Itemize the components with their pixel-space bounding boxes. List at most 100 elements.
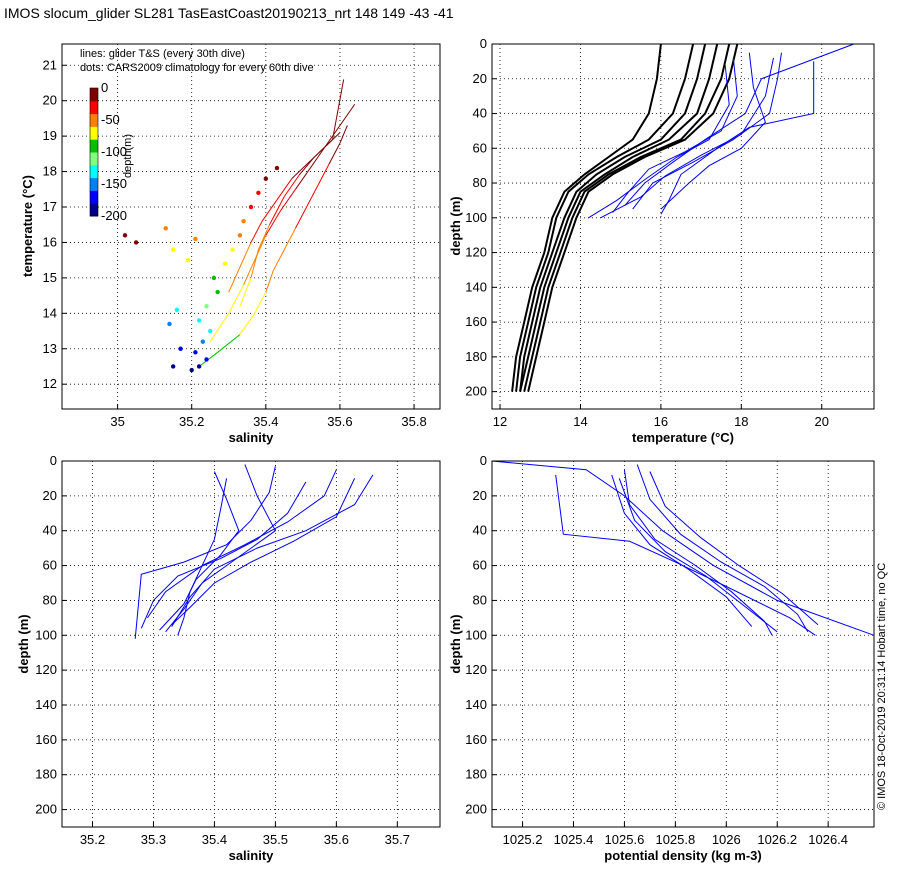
x-tick-label: 14 [573, 414, 587, 429]
dens-marks [491, 460, 875, 636]
ts-climatology-dot [193, 236, 198, 242]
ts-glider-segment [306, 185, 319, 208]
temp-xlabel: temperature (°C) [632, 430, 734, 445]
x-tick-label: 12 [493, 414, 507, 429]
dens-ylabel: depth (m) [448, 614, 463, 673]
y-tick-label: 200 [35, 802, 57, 817]
profile-line [171, 478, 356, 626]
x-tick-label: 35.5 [263, 832, 288, 847]
ts-climatology-dot [263, 176, 269, 181]
y-tick-label: 19 [43, 128, 57, 143]
y-tick-label: 180 [465, 349, 487, 364]
ts-glider-segment [261, 199, 278, 222]
ts-climatology-dot [274, 165, 280, 171]
ts-marks [122, 79, 356, 373]
y-tick-label: 15 [43, 270, 57, 285]
colorbar-segment [90, 203, 98, 217]
y-tick-label: 20 [43, 488, 57, 503]
ts-glider-segment [272, 249, 285, 272]
y-tick-label: 60 [43, 558, 57, 573]
x-tick-label: 35.8 [401, 414, 426, 429]
y-tick-label: 17 [43, 199, 57, 214]
y-tick-label: 120 [465, 662, 487, 677]
colorbar-segment [90, 177, 98, 191]
ts-climatology-dot [122, 233, 128, 238]
dens-grid [492, 460, 874, 827]
y-tick-label: 12 [43, 376, 57, 391]
x-tick-label: 1025.6 [605, 832, 645, 847]
colorbar-frame [89, 87, 99, 217]
profile-line [618, 478, 778, 633]
ts-climatology-dot [163, 226, 168, 231]
x-tick-label: 35.2 [80, 832, 105, 847]
ts-climatology-dot [196, 364, 202, 369]
colorbar-tick-label: -50 [101, 112, 120, 127]
profile-line [165, 464, 277, 633]
y-tick-label: 140 [35, 697, 57, 712]
profile-line [140, 481, 307, 629]
y-tick-label: 21 [43, 57, 57, 72]
x-tick-label: 16 [654, 414, 668, 429]
y-tick-label: 160 [465, 732, 487, 747]
x-tick-label: 1025.4 [554, 832, 594, 847]
ts-glider-segment [265, 270, 274, 293]
ts-glider-segment [283, 228, 296, 250]
x-tick-label: 35.6 [327, 414, 352, 429]
y-tick-label: 40 [43, 523, 57, 538]
profile-line [519, 43, 707, 392]
y-tick-label: 160 [35, 732, 57, 747]
ts-glider-segment [328, 142, 341, 165]
ts-glider-segment [254, 291, 267, 314]
ts-glider-segment [228, 267, 241, 293]
y-tick-label: 80 [473, 592, 487, 607]
sal-marks [134, 464, 374, 639]
y-tick-label: 40 [473, 523, 487, 538]
profile-line [519, 43, 719, 392]
colorbar-tick-label: -200 [101, 208, 127, 223]
ts-glider-segment [228, 284, 245, 314]
ts-glider-segment [250, 249, 259, 279]
ts-climatology-dot [237, 233, 243, 238]
ts-climatology-dot [178, 346, 183, 351]
sal-grid [62, 460, 440, 827]
ts-glider-segment [295, 206, 308, 229]
ts-diagram-panel: 35 35.2 35.4 35.6 35.8 12 13 14 15 16 17 18 19 20 21 s… [20, 43, 441, 445]
profile-line [611, 474, 753, 627]
salinity-depth-panel: 35.2 35.3 35.4 35.5 35.6 35.7 0 20 40 60 80 100 120 1… [16, 453, 441, 863]
ts-glider-segment [257, 224, 270, 250]
colorbar-label: depth(m) [122, 134, 134, 178]
profile-line [159, 471, 240, 631]
ts-glider-segment [295, 167, 311, 190]
y-tick-label: 18 [43, 164, 57, 179]
y-tick-label: 40 [473, 106, 487, 121]
ts-glider-segment [265, 210, 282, 236]
profile-line [632, 52, 782, 210]
dens-ticks: 1025.2 1025.4 1025.6 1025.8 1026 1026.2 1026.4… [465, 453, 848, 847]
temp-grid [492, 43, 874, 409]
x-tick-label: 1026 [712, 832, 741, 847]
dens-xlabel: potential density (kg m-3) [604, 848, 761, 863]
y-tick-label: 20 [43, 93, 57, 108]
y-tick-label: 120 [35, 662, 57, 677]
y-tick-label: 14 [43, 305, 57, 320]
profile-line [523, 43, 731, 392]
ts-glider-segment [243, 259, 256, 286]
profile-line [171, 474, 374, 627]
colorbar-tick-label: -100 [101, 144, 127, 159]
x-tick-label: 1025.2 [503, 832, 543, 847]
ts-glider-segment [298, 157, 315, 176]
x-tick-label: 35.3 [141, 832, 166, 847]
colorbar-segment [90, 100, 98, 115]
profile-line [491, 460, 875, 636]
ts-glider-segment [291, 160, 311, 180]
y-tick-label: 100 [35, 627, 57, 642]
colorbar-segment [90, 88, 98, 102]
ts-climatology-dot [200, 339, 206, 344]
ts-glider-segment [209, 313, 230, 342]
ts-grid [62, 44, 440, 409]
figure-title: IMOS slocum_glider SL281 TasEastCoast201… [4, 5, 454, 21]
x-tick-label: 20 [814, 414, 828, 429]
x-tick-label: 1026.4 [808, 832, 848, 847]
